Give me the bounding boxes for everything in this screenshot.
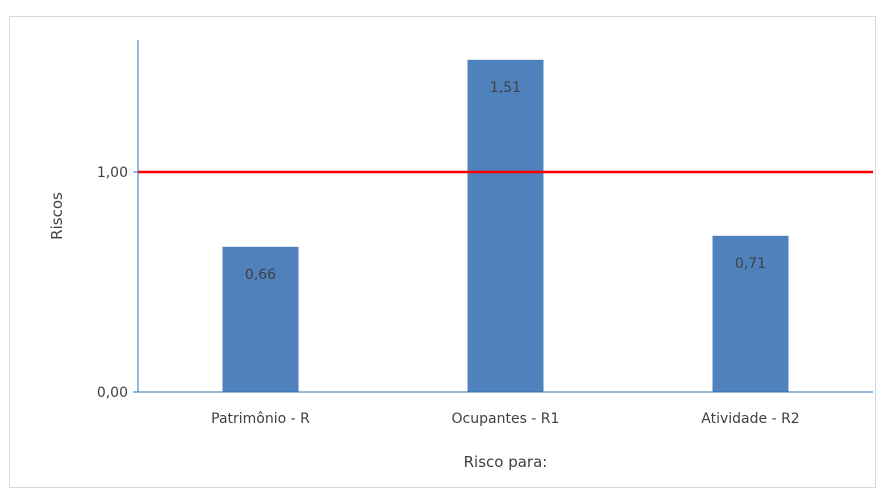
x-tick-label: Atividade - R2 [701, 411, 799, 427]
y-ticks-layer: 0,00 1,00 [97, 165, 138, 401]
y-tick-label: 1,00 [97, 165, 128, 181]
bar [467, 59, 544, 393]
data-label: 0,66 [245, 267, 276, 283]
bars-layer [222, 59, 789, 393]
x-tick-label: Ocupantes - R1 [452, 411, 560, 427]
x-axis-title: Risco para: [464, 453, 548, 471]
x-tick-label: Patrimônio - R [211, 411, 310, 427]
x-ticks-layer: Patrimônio - R Ocupantes - R1 Atividade - … [211, 411, 800, 427]
bar [222, 246, 299, 392]
y-axis-title: Riscos [48, 192, 66, 240]
bar [712, 235, 789, 392]
y-tick-label: 0,00 [97, 385, 128, 401]
data-labels-layer: 0,66 1,51 0,71 [245, 80, 766, 283]
data-label: 0,71 [735, 256, 766, 272]
data-label: 1,51 [490, 80, 521, 96]
